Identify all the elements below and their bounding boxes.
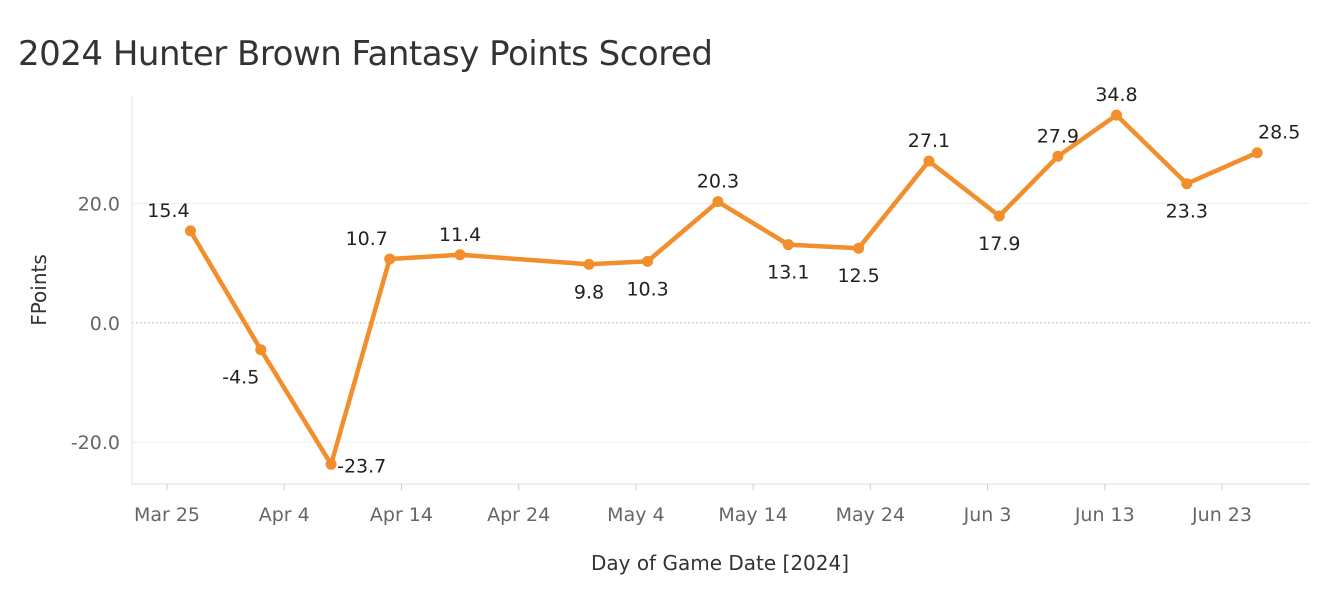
series-line: [188, 112, 1260, 467]
x-tick-label: Jun 23: [1191, 504, 1252, 526]
data-label: 13.1: [767, 262, 809, 284]
data-label: 15.4: [147, 200, 189, 222]
y-tick-label: 20.0: [78, 193, 120, 215]
data-label: 11.4: [439, 224, 481, 246]
data-point: [255, 344, 267, 356]
data-point: [1111, 109, 1122, 121]
data-label: -23.7: [337, 455, 386, 477]
series-fpoints: [184, 109, 1263, 470]
data-point: [782, 239, 794, 251]
data-point: [325, 458, 337, 470]
data-point: [712, 196, 724, 208]
data-point: [384, 253, 396, 265]
data-label: 17.9: [978, 233, 1020, 255]
data-label: 20.3: [697, 171, 739, 193]
data-label: 27.9: [1037, 125, 1079, 147]
x-tick-label: May 4: [607, 504, 664, 526]
data-label: -4.5: [222, 367, 259, 389]
data-point: [454, 249, 466, 261]
y-axis-ticks: 20.0 0.0 -20.0: [71, 193, 120, 454]
data-point: [923, 155, 935, 167]
x-tick-label: Apr 4: [259, 504, 310, 526]
data-label: 12.5: [837, 265, 879, 287]
data-point: [993, 210, 1005, 222]
y-axis-title: FPoints: [27, 254, 51, 326]
data-point: [1181, 178, 1193, 190]
x-tick-label: May 24: [836, 504, 906, 526]
x-tick-label: Mar 25: [134, 504, 200, 526]
data-point: [184, 225, 196, 237]
x-tick-label: Jun 3: [963, 504, 1012, 526]
data-point: [853, 242, 865, 254]
data-labels: 15.4 -4.5 -23.7 10.7 11.4 9.8 10.3 20.3 13.1 12.5…: [147, 84, 1300, 477]
data-point: [1052, 150, 1064, 162]
data-label: 9.8: [574, 281, 604, 303]
y-tick-label: -20.0: [71, 432, 120, 454]
x-axis-ticks: Mar 25 Apr 4 Apr 14 Apr 24 May 4 May 14 May 24…: [134, 484, 1252, 526]
data-label: 27.1: [908, 130, 950, 152]
x-axis-title: Day of Game Date [2024]: [591, 551, 849, 575]
y-tick-label: 0.0: [90, 313, 120, 335]
data-label: 34.8: [1095, 84, 1137, 106]
x-tick-label: May 14: [718, 504, 788, 526]
data-point: [583, 258, 595, 270]
data-label: 28.5: [1258, 122, 1300, 144]
chart-title: 2024 Hunter Brown Fantasy Points Scored: [18, 34, 713, 74]
x-tick-label: Apr 24: [487, 504, 550, 526]
data-label: 10.3: [626, 278, 668, 300]
axes: [131, 96, 1310, 485]
data-point: [1251, 147, 1263, 159]
data-label: 10.7: [346, 228, 388, 250]
data-label: 23.3: [1166, 201, 1208, 223]
gridlines: [132, 202, 1310, 443]
data-point: [642, 255, 654, 267]
x-tick-label: Jun 13: [1074, 504, 1135, 526]
x-tick-label: Apr 14: [370, 504, 433, 526]
